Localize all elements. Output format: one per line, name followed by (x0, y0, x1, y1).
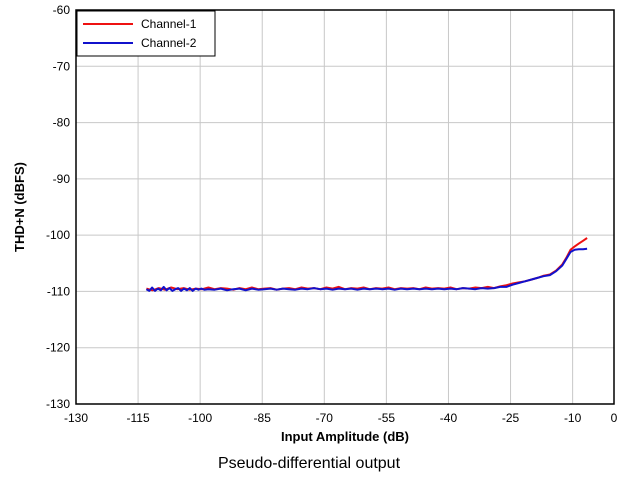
plot-frame (75, 9, 615, 405)
thd-n-chart: -130 -115 -100 -85 -70 -55 -40 -25 -10 0 -130-120… (12, 3, 618, 444)
x-tick-labels: -130 -115 -100 -85 -70 -55 -40 -25 -10 0 (64, 411, 618, 425)
y-tick-label: -120 (46, 341, 70, 355)
series-lines (145, 237, 588, 292)
series-line-channel-2 (145, 247, 588, 292)
y-tick-label: -130 (46, 397, 70, 411)
x-tick-label: -25 (502, 411, 520, 425)
x-tick-label: 0 (611, 411, 618, 425)
x-tick-label: -100 (188, 411, 212, 425)
x-tick-label: -130 (64, 411, 88, 425)
legend-label-channel-1: Channel-1 (141, 17, 197, 31)
x-tick-label: -70 (316, 411, 334, 425)
y-axis-label: THD+N (dBFS) (12, 162, 27, 252)
y-tick-label: -80 (53, 116, 71, 130)
legend: Channel-1 Channel-2 (76, 10, 216, 57)
figure-caption: Pseudo-differential output (217, 455, 401, 472)
y-tick-label: -90 (53, 172, 71, 186)
x-tick-label: -40 (440, 411, 458, 425)
x-tick-label: -115 (127, 411, 150, 425)
legend-box (76, 10, 216, 57)
x-tick-label: -55 (378, 411, 396, 425)
y-tick-label: -100 (46, 228, 70, 242)
y-tick-label: -110 (47, 284, 70, 298)
y-tick-labels: -130 -120 -110 -100 -90 -80 -70 -60 (46, 3, 70, 411)
plot-background (76, 10, 614, 404)
x-tick-label: -85 (254, 411, 272, 425)
x-axis-label: Input Amplitude (dB) (281, 429, 409, 444)
y-tick-label: -60 (53, 3, 71, 17)
x-tick-label: -10 (564, 411, 582, 425)
y-tick-label: -70 (53, 59, 71, 73)
legend-label-channel-2: Channel-2 (141, 36, 197, 50)
